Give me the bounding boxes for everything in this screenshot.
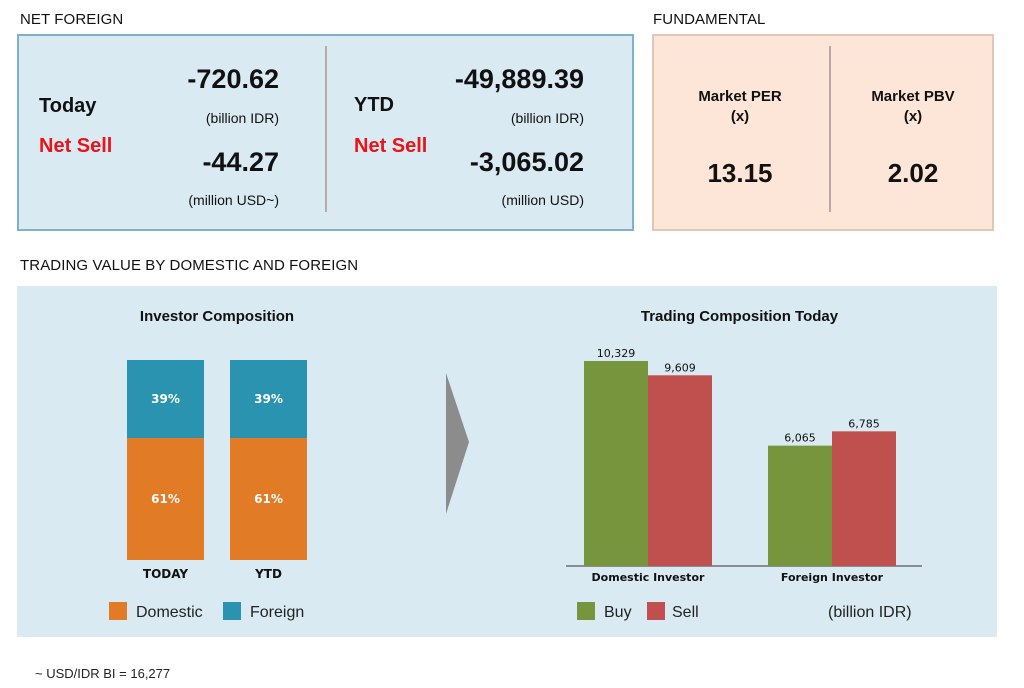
per-unit: (x) [730, 108, 750, 125]
ytd-unit-usd: (million USD) [501, 192, 584, 208]
legend-buy-label: Buy [604, 604, 632, 621]
bar-domestic-ytd [230, 438, 307, 560]
label-foreign-ytd: 39% [254, 392, 283, 406]
bar-sell-domestic [648, 375, 712, 566]
net-foreign-divider [325, 46, 327, 212]
ytd-unit-idr: (billion IDR) [510, 110, 584, 126]
legend-foreign-swatch [223, 602, 241, 620]
legend-sell-swatch [647, 602, 665, 620]
bar-domestic-today [127, 438, 204, 560]
label-domestic-today: 61% [151, 492, 180, 506]
bar-foreign-today [127, 360, 204, 438]
today-value-usd: -44.27 [202, 147, 279, 177]
tick-label-foreign-investor: Foreign Investor [781, 571, 884, 584]
legend-buy-swatch [577, 602, 595, 620]
net-foreign-title: NET FOREIGN [20, 11, 124, 28]
today-value-idr: -720.62 [187, 64, 279, 94]
legend-domestic-swatch [109, 602, 127, 620]
trading-value-panel: Investor Composition Trading Composition… [17, 286, 997, 637]
today-status: Net Sell [39, 135, 113, 157]
today-label: Today [39, 95, 97, 117]
label-foreign-today: 39% [151, 392, 180, 406]
legend-domestic-label: Domestic [136, 604, 203, 621]
trading-value-title: TRADING VALUE BY DOMESTIC AND FOREIGN [20, 257, 359, 274]
label-domestic-ytd: 61% [254, 492, 283, 506]
ytd-status: Net Sell [354, 135, 428, 157]
today-unit-idr: (billion IDR) [205, 110, 279, 126]
footnote: ~ USD/IDR BI = 16,277 [35, 666, 171, 681]
value-label-sell-foreign: 6,785 [848, 417, 880, 430]
unit-note: (billion IDR) [828, 604, 912, 621]
legend-sell-label: Sell [672, 604, 699, 621]
per-label: Market PER [698, 88, 782, 105]
charts-svg: 61% 39% TODAY 61% 39% YTD 10,329 9,609 Domestic… [127, 347, 922, 584]
ytd-value-usd: -3,065.02 [469, 147, 584, 177]
trading-composition-chart: 10,329 9,609 Domestic Investor 6,065 6,785 Fo… [566, 347, 922, 584]
fundamental-divider [829, 46, 831, 212]
investor-composition-title: Investor Composition [139, 308, 295, 325]
trading-composition-title: Trading Composition Today [640, 308, 839, 325]
value-label-buy-foreign: 6,065 [784, 432, 816, 445]
investor-composition-chart: 61% 39% TODAY 61% 39% YTD [127, 360, 307, 581]
net-foreign-panel: Today Net Sell -720.62 (billion IDR) -44… [17, 34, 634, 231]
pbv-value: 2.02 [887, 158, 939, 188]
bar-buy-foreign [768, 445, 832, 566]
fundamental-panel: Market PER (x) 13.15 Market PBV (x) 2.02 [652, 34, 994, 231]
tick-label-today: TODAY [143, 567, 188, 581]
tick-label-domestic-investor: Domestic Investor [592, 571, 705, 584]
pbv-label: Market PBV [871, 88, 955, 105]
today-unit-usd: (million USD~) [188, 192, 279, 208]
bar-buy-domestic [584, 361, 648, 566]
ytd-label: YTD [354, 94, 394, 116]
ytd-value-idr: -49,889.39 [454, 64, 584, 94]
value-label-sell-domestic: 9,609 [664, 361, 696, 374]
bar-foreign-ytd [230, 360, 307, 438]
fundamental-title: FUNDAMENTAL [653, 11, 766, 28]
value-label-buy-domestic: 10,329 [597, 347, 636, 360]
pbv-unit: (x) [903, 108, 923, 125]
bar-sell-foreign [832, 431, 896, 566]
tick-label-ytd: YTD [254, 567, 282, 581]
arrow-shape [446, 373, 469, 514]
legend-foreign-label: Foreign [250, 604, 305, 621]
per-value: 13.15 [707, 158, 773, 188]
